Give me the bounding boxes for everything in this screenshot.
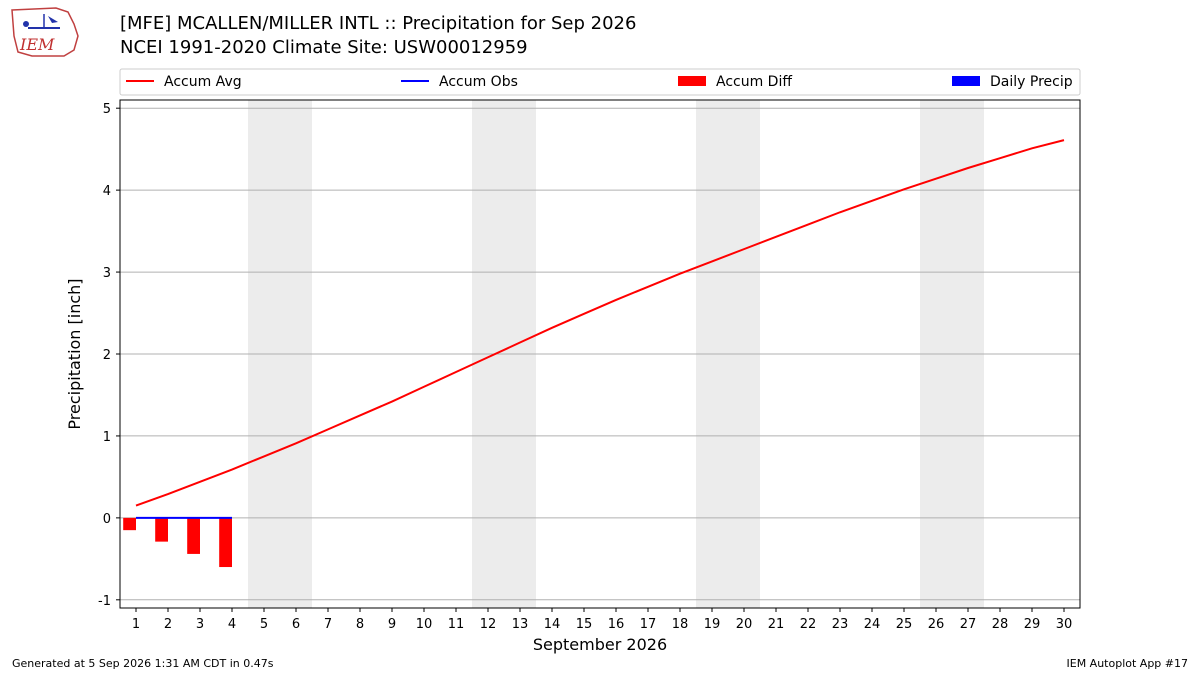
x-tick-label: 3 [196,617,204,632]
legend-accum-avg-label: Accum Avg [164,74,242,90]
x-tick-label: 24 [864,617,881,632]
logo-text: IEM [19,35,55,54]
legend-daily-precip-swatch [952,76,980,86]
x-axis-label: September 2026 [533,635,667,654]
x-tick-label: 30 [1056,617,1073,632]
x-tick-label: 12 [480,617,497,632]
x-tick-label: 11 [448,617,465,632]
accum-diff-bar [155,517,168,542]
x-tick-label: 17 [640,617,657,632]
autoplot-app-label: IEM Autoplot App #17 [1066,657,1189,670]
x-tick-label: 4 [228,617,236,632]
legend-accum-diff-swatch [678,76,706,86]
iem-logo: IEM [11,7,79,57]
accum-diff-bar [123,517,136,531]
legend-daily-precip-label: Daily Precip [990,74,1073,90]
plot-frame [119,99,1081,609]
y-tick-label: 4 [103,184,111,199]
y-tick-label: 2 [103,348,111,363]
x-tick-label: 6 [292,617,300,632]
accum-diff-bar [219,517,232,568]
x-tick-label: 10 [416,617,433,632]
chart-title: [MFE] MCALLEN/MILLER INTL :: Precipitati… [120,13,637,34]
accum-diff-bar [187,517,200,554]
x-tick-label: 20 [736,617,753,632]
chart-subtitle: NCEI 1991-2020 Climate Site: USW00012959 [120,37,528,58]
y-axis-label: Precipitation [inch] [65,278,84,429]
x-tick-label: 19 [704,617,721,632]
x-tick-label: 9 [388,617,396,632]
x-tick-label: 14 [544,617,561,632]
x-tick-label: 1 [132,617,140,632]
legend-accum-obs-label: Accum Obs [439,74,518,90]
y-tick-label: 1 [103,430,111,445]
x-tick-label: 23 [832,617,849,632]
x-tick-label: 26 [928,617,945,632]
x-tick-label: 16 [608,617,625,632]
y-tick-label: 0 [103,512,111,527]
x-tick-label: 28 [992,617,1009,632]
y-tick-label: 5 [103,102,111,117]
y-tick-label: 3 [103,266,111,281]
x-tick-label: 27 [960,617,977,632]
legend-box [119,68,1081,96]
x-tick-label: 22 [800,617,817,632]
x-tick-label: 7 [324,617,332,632]
x-tick-label: 2 [164,617,172,632]
x-tick-label: 18 [672,617,689,632]
x-tick-label: 25 [896,617,913,632]
y-tick-label: -1 [98,594,111,609]
x-tick-label: 8 [356,617,364,632]
legend-accum-diff-label: Accum Diff [716,74,792,90]
accum-avg-line [135,139,1065,507]
generated-timestamp: Generated at 5 Sep 2026 1:31 AM CDT in 0… [12,657,274,670]
x-tick-label: 21 [768,617,785,632]
x-tick-label: 15 [576,617,593,632]
x-tick-label: 5 [260,617,268,632]
x-tick-label: 13 [512,617,529,632]
x-tick-label: 29 [1024,617,1041,632]
